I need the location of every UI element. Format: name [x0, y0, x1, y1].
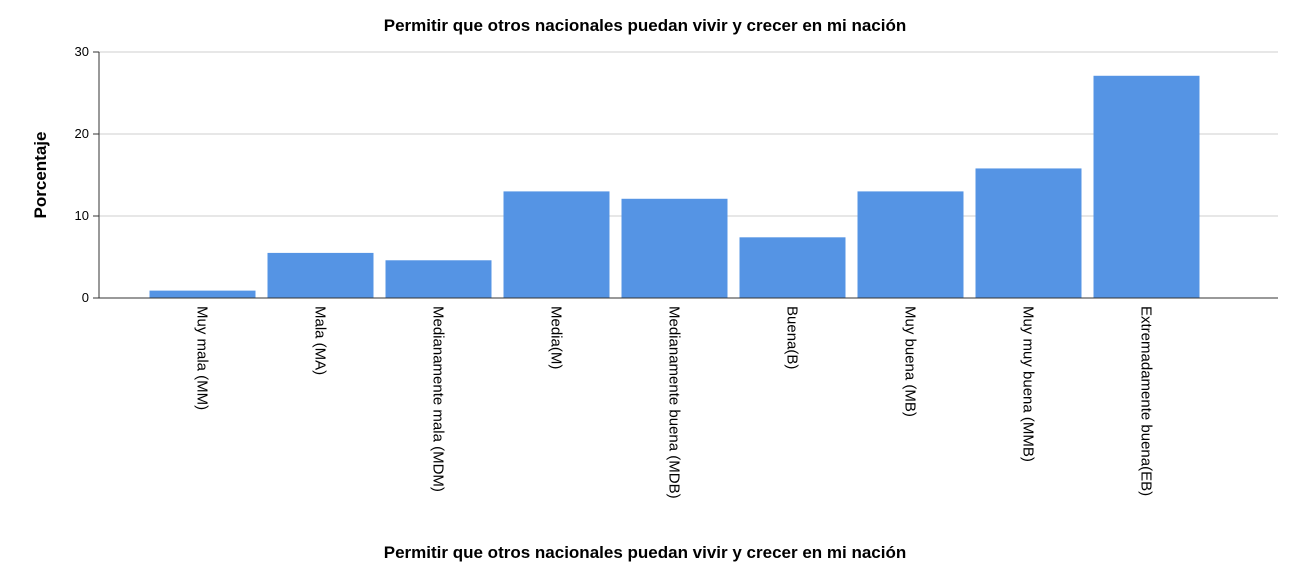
bar [267, 252, 374, 298]
x-tick-label: Extremadamente buena(EB) [1138, 306, 1155, 496]
x-tick-label: Buena(B) [784, 306, 801, 369]
bar [149, 290, 256, 298]
x-tick-label: Muy buena (MB) [902, 306, 919, 417]
x-tick-label: Muy mala (MM) [194, 306, 211, 410]
bar [1093, 75, 1200, 298]
y-tick-label: 30 [75, 44, 89, 59]
axes [98, 52, 1278, 299]
y-tick-label: 0 [82, 290, 89, 305]
x-tick-labels: Muy mala (MM) Mala (MA) Medianamente mala … [194, 306, 1155, 499]
y-tick-label: 20 [75, 126, 89, 141]
bar [857, 191, 964, 298]
x-axis-label: Permitir que otros nacionales puedan viv… [384, 543, 906, 562]
y-tick-label: 10 [75, 208, 89, 223]
chart-title: Permitir que otros nacionales puedan viv… [384, 16, 906, 35]
bar [975, 168, 1082, 298]
bars [149, 75, 1200, 298]
bar [621, 198, 728, 298]
bar [385, 260, 492, 298]
x-tick-label: Mala (MA) [312, 306, 329, 375]
x-tick-label: Muy muy buena (MMB) [1020, 306, 1037, 462]
bar [503, 191, 610, 298]
y-axis-label: Porcentaje [31, 132, 50, 219]
x-tick-label: Media(M) [548, 306, 565, 369]
x-tick-label: Medianamente buena (MDB) [666, 306, 683, 499]
x-tick-label: Medianamente mala (MDM) [430, 306, 447, 492]
y-tick-labels: 0 10 20 30 [75, 44, 89, 305]
bar [739, 237, 846, 298]
